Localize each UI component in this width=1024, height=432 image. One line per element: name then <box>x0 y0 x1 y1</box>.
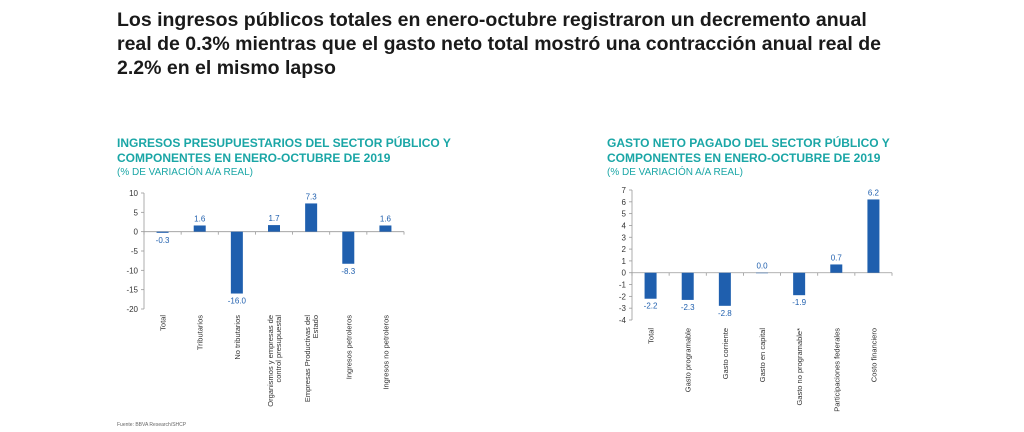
data-label: 1.6 <box>380 214 392 223</box>
data-label: -2.8 <box>718 309 732 318</box>
revenue-chart: 10 5 0 -5 -10 -15 -20 -0.3 Total 1.6 Tributarios -1… <box>126 189 405 407</box>
category-label-line: Gasto corriente <box>721 328 730 379</box>
y-tick-label: 0 <box>134 228 139 237</box>
revenue-chart-subtitle: (% DE VARIACIÓN A/A REAL) <box>117 167 253 178</box>
data-label: 0.0 <box>756 262 768 271</box>
data-label: 1.6 <box>194 214 206 223</box>
category-label: Total <box>647 328 656 344</box>
category-label-line: Total <box>159 315 168 331</box>
y-tick-label: 3 <box>622 233 627 242</box>
spending-chart-subtitle: (% DE VARIACIÓN A/A REAL) <box>607 167 743 178</box>
data-label: -2.2 <box>644 302 658 311</box>
spending-chart-block: GASTO NETO PAGADO DEL SECTOR PÚBLICO Y C… <box>607 136 967 179</box>
bar <box>718 272 731 306</box>
bar <box>230 231 243 294</box>
y-tick-label: -1 <box>619 281 627 290</box>
category-label-line: Participaciones federales <box>832 328 841 412</box>
bar <box>305 203 318 232</box>
data-label: 0.7 <box>831 253 843 262</box>
bar <box>681 272 694 300</box>
y-tick-label: 10 <box>129 189 138 198</box>
y-tick-label: 4 <box>622 221 627 230</box>
y-tick-label: 6 <box>622 198 627 207</box>
y-tick-label: 5 <box>134 208 139 217</box>
data-label: 6.2 <box>868 188 880 197</box>
category-label-line: No tributarios <box>233 315 242 360</box>
y-tick-label: 7 <box>622 186 627 195</box>
category-label-line: Gasto programable <box>684 328 693 392</box>
category-label-line: Gasto no programable* <box>795 328 804 406</box>
category-label: Empresas Productivas del Estado <box>303 315 320 402</box>
bar <box>193 225 206 232</box>
bar <box>379 225 392 232</box>
data-label: -2.3 <box>681 303 695 312</box>
data-label: -0.3 <box>156 236 170 245</box>
source-note: Fuente: BBVA Research/SHCP <box>117 422 187 428</box>
category-label: Ingresos petroleros <box>344 315 353 379</box>
category-label: Gasto corriente <box>721 328 730 379</box>
category-label: Gasto programable <box>684 328 693 392</box>
category-label-line: Costo financiero <box>869 328 878 382</box>
category-label: Ingresos no petroleros <box>381 315 390 390</box>
y-tick-label: -15 <box>126 286 138 295</box>
category-label: Costo financiero <box>869 328 878 382</box>
y-tick-label: -2 <box>619 292 627 301</box>
category-label: Gasto no programable* <box>795 328 804 406</box>
category-label-line: Gasto en capital <box>758 328 767 383</box>
bar <box>342 231 355 264</box>
category-label-line: Ingresos petroleros <box>344 315 353 379</box>
y-tick-label: 1 <box>622 257 627 266</box>
page-headline: Los ingresos públicos totales en enero-o… <box>117 9 881 79</box>
category-label: Gasto en capital <box>758 328 767 383</box>
y-tick-label: -5 <box>131 247 139 256</box>
y-tick-label: 2 <box>622 245 627 254</box>
y-tick-label: -10 <box>126 266 138 275</box>
data-label: -1.9 <box>792 298 806 307</box>
bar <box>268 225 280 232</box>
category-label-line: control presupuestal <box>274 315 283 383</box>
y-tick-label: -20 <box>126 305 138 314</box>
data-label: 1.7 <box>268 214 280 223</box>
category-label-line: Total <box>647 328 656 344</box>
data-label: 7.3 <box>306 192 318 201</box>
bar <box>756 272 768 274</box>
y-tick-label: 5 <box>622 210 627 219</box>
y-tick-label: -3 <box>619 304 627 313</box>
category-label-line: Empresas Productivas del <box>303 315 312 402</box>
category-label-line: Organismos y empresas de <box>266 315 275 407</box>
category-label: Tributarios <box>196 315 205 350</box>
bar <box>156 231 169 233</box>
category-label-line: Estado <box>311 315 320 338</box>
spending-chart-title: GASTO NETO PAGADO DEL SECTOR PÚBLICO Y C… <box>607 136 890 165</box>
category-label: Total <box>159 315 168 331</box>
category-label: Organismos y empresas de control presupue… <box>266 315 283 407</box>
bar <box>867 199 880 273</box>
revenue-chart-block: INGRESOS PRESUPUESTARIOS DEL SECTOR PÚBL… <box>117 136 477 179</box>
category-label: No tributarios <box>233 315 242 360</box>
y-tick-label: -4 <box>619 316 627 325</box>
spending-chart: 7 6 5 4 3 2 1 0 -1 -2 -3 -4 -2.2 Total -2.3 Gasto progr… <box>619 186 893 412</box>
revenue-chart-title: INGRESOS PRESUPUESTARIOS DEL SECTOR PÚBL… <box>117 136 451 165</box>
bar <box>793 272 806 296</box>
category-label: Participaciones federales <box>832 328 841 412</box>
data-label: -16.0 <box>228 297 247 306</box>
bar <box>830 264 843 273</box>
y-tick-label: 0 <box>622 269 627 278</box>
category-label-line: Tributarios <box>196 315 205 350</box>
category-label-line: Ingresos no petroleros <box>381 315 390 390</box>
data-label: -8.3 <box>341 267 355 276</box>
bar <box>644 272 657 299</box>
